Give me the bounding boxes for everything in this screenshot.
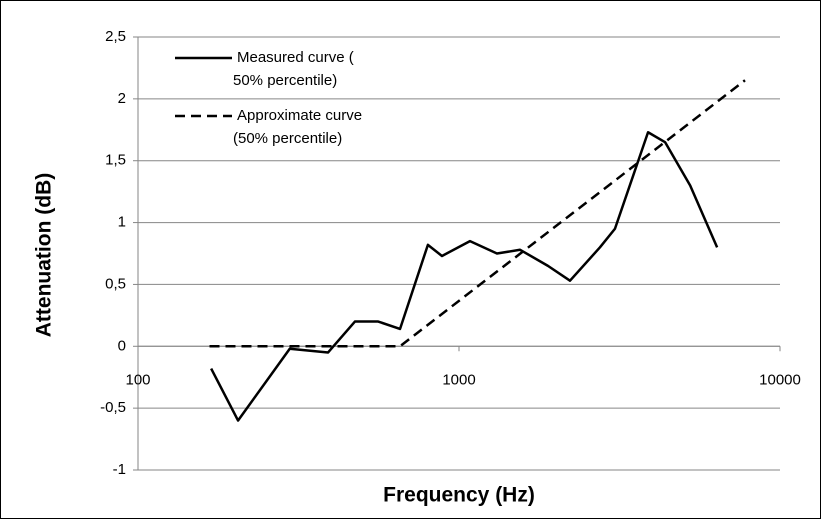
x-tick-label: 1000: [442, 371, 475, 388]
x-tick-label: 100: [125, 371, 150, 388]
x-axis-label: Frequency (Hz): [383, 484, 535, 507]
y-tick-label: -0,5: [100, 399, 126, 416]
y-tick-label: -1: [113, 461, 126, 478]
y-axis-label: Attenuation (dB): [33, 173, 56, 337]
y-tick-label: 1: [118, 214, 126, 231]
legend-label: Measured curve (50% percentile): [233, 49, 354, 89]
line-series: [210, 131, 719, 422]
y-tick-label: 2: [118, 90, 126, 107]
x-tick-label: 10000: [759, 371, 801, 388]
y-tick-label: 0,5: [105, 275, 126, 292]
line-series: [209, 79, 746, 348]
y-tick-label: 0: [118, 337, 126, 354]
legend-label: Approximate curve (50% percentile): [233, 107, 362, 147]
y-tick-label: 2,5: [105, 28, 126, 45]
y-tick-label: 1,5: [105, 152, 126, 169]
